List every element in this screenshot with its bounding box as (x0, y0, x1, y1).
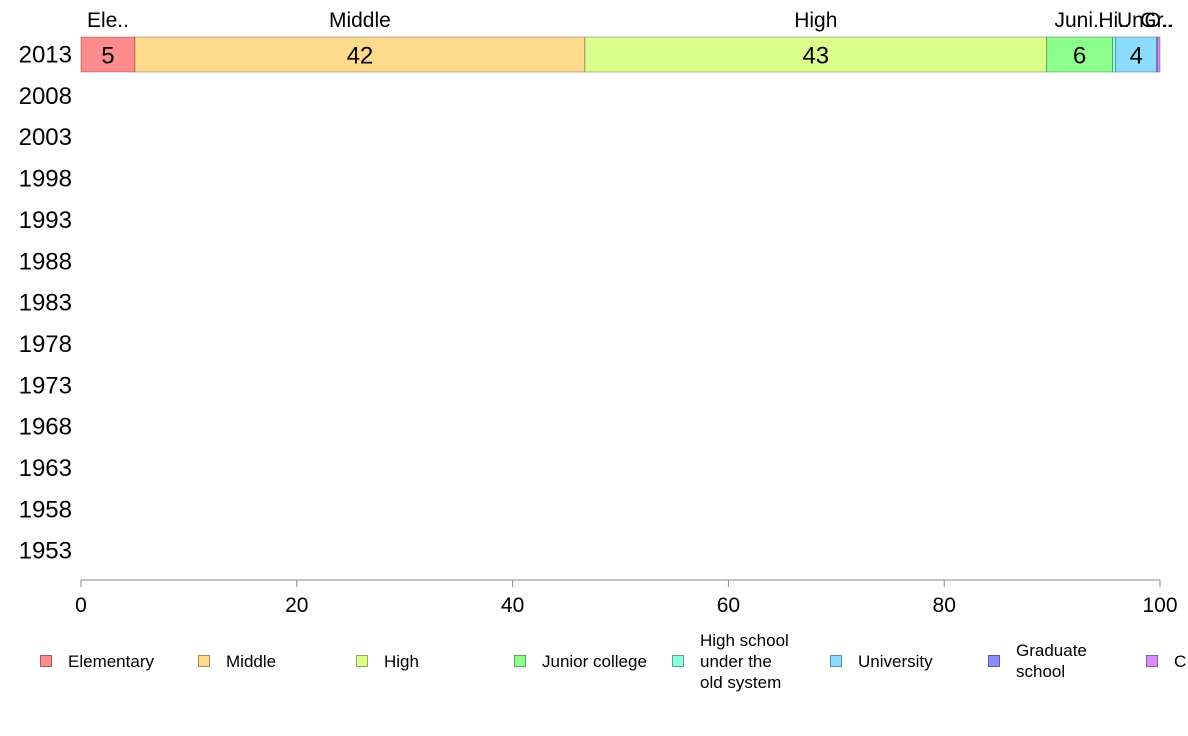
y-tick-label: 1968 (19, 414, 72, 441)
legend-swatch (198, 655, 210, 667)
legend-swatch (514, 655, 526, 667)
legend-item: University (830, 651, 933, 672)
y-axis-labels: 2013 2008 2003 1998 1993 1988 1983 1978 1973 1968… (19, 42, 72, 565)
series-header-label: Gr.. (1140, 9, 1174, 32)
legend-swatch (672, 655, 684, 667)
y-tick-label: 1983 (19, 290, 72, 317)
legend-item: High school under the old system (672, 630, 789, 693)
legend-label: High (384, 651, 419, 671)
y-tick-label: 1993 (19, 207, 72, 234)
series-header-labels-layer: Ele.. Middle High Juni..Hi..Un..Gr..O.. (87, 9, 1174, 32)
x-tick-label: 100 (1142, 594, 1177, 617)
y-tick-label: 2008 (19, 83, 72, 110)
bar-segment-middle (134, 36, 586, 73)
y-tick-label: 1953 (19, 538, 72, 565)
legend-swatch (40, 655, 52, 667)
y-tick-label: 1973 (19, 372, 72, 399)
bar-segment-junior-college (1046, 36, 1113, 73)
x-tick-label: 40 (501, 594, 524, 617)
legend-label: Elementary (68, 651, 154, 671)
legend-swatch (356, 655, 368, 667)
legend-item: Middle (198, 651, 276, 672)
bar-segment-high (584, 36, 1048, 73)
y-tick-label: 2003 (19, 124, 72, 151)
legend: Elementary Middle High Junior college High s… (0, 630, 1188, 700)
series-header-label: Ele.. (87, 9, 129, 32)
y-tick-label: 1958 (19, 496, 72, 523)
legend-item: Elementary (40, 651, 154, 672)
data-label: 42 (347, 43, 374, 70)
y-tick-label: 2013 (19, 42, 72, 69)
x-tick-label: 0 (75, 594, 87, 617)
y-tick-label: 1963 (19, 455, 72, 482)
series-header-label: Hi.. (1098, 9, 1130, 32)
legend-item: C (1146, 651, 1186, 672)
series-header-label: High (794, 9, 837, 32)
legend-item: Graduate school (988, 640, 1087, 682)
legend-swatch (1146, 655, 1158, 667)
series-header-label: Juni.. (1055, 9, 1105, 32)
data-label: 5 (101, 43, 114, 70)
bars-layer (80, 36, 1161, 73)
series-header-label: Un.. (1117, 9, 1156, 32)
stacked-bar-chart: 5 42 43 6 4 Ele.. Middle High Juni..Hi..Un..Gr.… (19, 9, 1178, 617)
legend-swatch (830, 655, 842, 667)
bar-segment-university (1115, 36, 1158, 73)
x-tick-label: 60 (717, 594, 740, 617)
y-tick-label: 1988 (19, 248, 72, 275)
legend-label: Graduate school (1016, 641, 1087, 681)
legend-label: Junior college (542, 651, 647, 671)
x-tick-label: 20 (285, 594, 308, 617)
data-label: 43 (802, 43, 829, 70)
legend-item: Junior college (514, 651, 647, 672)
segment-labels-layer: 5 42 43 6 4 (101, 43, 1143, 70)
legend-label: University (858, 651, 933, 671)
legend-label: High school under the old system (700, 630, 789, 692)
x-tick-label: 80 (933, 594, 956, 617)
bar-segment-high-school-under-the-old-system (1112, 36, 1117, 73)
series-header-label: Middle (329, 9, 391, 32)
bar-segment-elementary (80, 36, 136, 73)
y-tick-label: 1998 (19, 166, 72, 193)
legend-swatch (988, 655, 1000, 667)
legend-label: Middle (226, 651, 277, 671)
bar-segment-other (1156, 36, 1161, 73)
legend-label: C (1174, 651, 1187, 671)
data-label: 4 (1130, 43, 1143, 70)
series-header-label: O.. (1145, 9, 1173, 32)
y-tick-label: 1978 (19, 331, 72, 358)
data-label: 6 (1073, 43, 1086, 70)
x-axis: 0 20 40 60 80 100 (75, 579, 1178, 617)
legend-item: High (356, 651, 419, 672)
